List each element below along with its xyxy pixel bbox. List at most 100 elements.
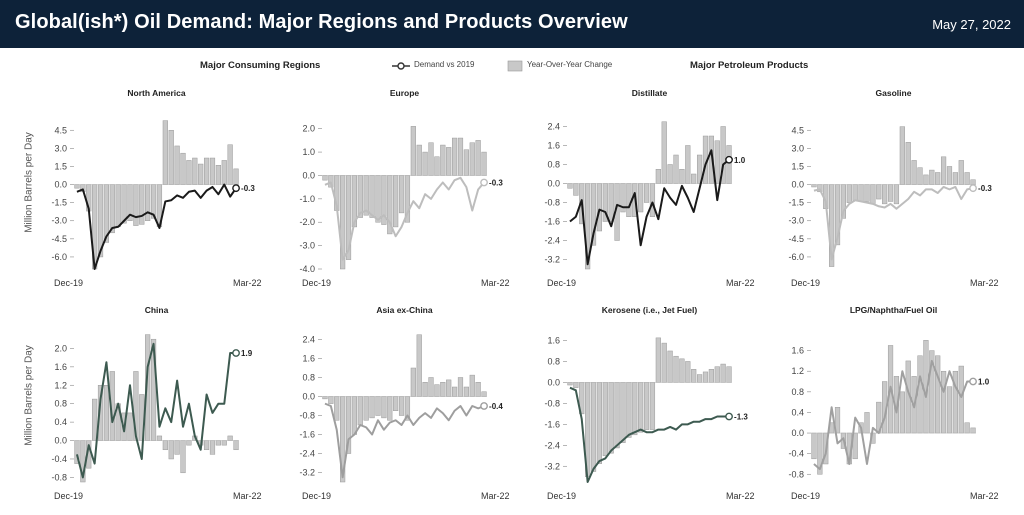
bar xyxy=(410,367,416,397)
bar xyxy=(952,172,958,185)
bar xyxy=(643,183,650,203)
y-tick-label: -4.5 xyxy=(51,234,67,244)
bar xyxy=(649,382,656,430)
bar xyxy=(92,398,98,441)
bar xyxy=(708,369,714,383)
bar xyxy=(655,169,661,184)
y-tick-label: -3.0 xyxy=(299,241,315,251)
bar xyxy=(334,396,340,421)
bar xyxy=(457,137,464,176)
x-start-label: Dec-19 xyxy=(547,491,576,501)
bar xyxy=(620,382,626,443)
bar xyxy=(661,121,667,184)
bar xyxy=(882,184,888,205)
demand-line xyxy=(76,183,237,270)
bar xyxy=(434,156,440,176)
y-tick-label: -6.0 xyxy=(788,252,804,262)
bar xyxy=(858,184,864,202)
y-tick-label: -3.2 xyxy=(544,255,560,265)
bar xyxy=(685,361,691,383)
bar xyxy=(481,391,487,397)
bar xyxy=(626,183,632,217)
end-value-label: 1.9 xyxy=(241,349,253,358)
x-end-label: Mar-22 xyxy=(233,278,262,288)
bar xyxy=(186,160,192,185)
bar xyxy=(233,440,239,451)
demand-line xyxy=(569,149,730,266)
y-tick-label: -3.2 xyxy=(544,461,560,471)
bar xyxy=(667,164,673,184)
y-tick-label: 1.2 xyxy=(791,366,804,376)
bar xyxy=(410,126,416,176)
end-marker xyxy=(725,412,733,421)
y-tick-label: 0.0 xyxy=(302,392,315,402)
y-tick-label: 0.0 xyxy=(547,179,560,189)
demand-line xyxy=(324,176,485,261)
bar xyxy=(970,427,976,434)
bar xyxy=(192,157,198,185)
bar xyxy=(946,386,953,434)
end-value-label: -0.3 xyxy=(489,178,503,187)
y-tick-label: -0.8 xyxy=(544,398,560,408)
panel-1: Europe 2.0 1.0 0.0 -1.0 -2.0 -3.0 -4.0 -0.3 Dec-1… xyxy=(299,88,509,288)
y-tick-label: 3.0 xyxy=(791,143,804,153)
bar xyxy=(322,175,328,181)
end-marker xyxy=(232,184,240,193)
y-tick-label: -4.0 xyxy=(299,264,315,274)
bar xyxy=(917,355,923,434)
bar xyxy=(726,145,732,184)
bar xyxy=(649,183,656,217)
bar xyxy=(958,365,964,434)
bar xyxy=(369,396,375,419)
bar xyxy=(322,396,328,400)
bar xyxy=(714,140,720,184)
bar xyxy=(422,382,428,397)
bar xyxy=(567,183,573,189)
bar xyxy=(811,432,817,460)
bar xyxy=(168,130,174,185)
panel-title: Kerosene (i.e., Jet Fuel) xyxy=(602,305,698,315)
y-tick-label: 0.8 xyxy=(547,160,560,170)
y-tick-label: 0.0 xyxy=(547,377,560,387)
y-tick-label: 1.2 xyxy=(54,380,67,390)
bar xyxy=(357,396,363,426)
bar xyxy=(203,440,210,451)
bar xyxy=(215,440,221,446)
bar xyxy=(121,184,127,224)
end-value-label: -0.3 xyxy=(978,184,992,193)
bar xyxy=(899,126,905,185)
subtitle-products: Major Petroleum Products xyxy=(690,60,809,71)
bar xyxy=(655,337,661,383)
y-tick-label: 0.0 xyxy=(302,170,315,180)
bar xyxy=(186,440,192,446)
bar xyxy=(917,167,923,185)
bar xyxy=(375,396,381,416)
end-value-label: 1.0 xyxy=(978,378,990,387)
x-end-label: Mar-22 xyxy=(233,491,262,501)
bar xyxy=(811,184,817,188)
bar xyxy=(174,145,180,185)
x-start-label: Dec-19 xyxy=(791,278,820,288)
end-value-label: -0.3 xyxy=(241,184,255,193)
bar xyxy=(469,142,475,176)
y-tick-label: 0.8 xyxy=(54,399,67,409)
y-tick-label: 0.0 xyxy=(54,436,67,446)
y-tick-label: -2.4 xyxy=(299,449,315,459)
bar xyxy=(685,145,691,184)
bar xyxy=(899,391,905,434)
y-tick-label: 0.4 xyxy=(791,407,804,417)
y-tick-label: 4.5 xyxy=(54,125,67,135)
bar xyxy=(162,440,168,451)
bar xyxy=(451,386,458,397)
panel-2: Distillate 2.4 1.6 0.8 0.0 -0.8 -1.6 -2.4 -3.2 1.… xyxy=(544,88,754,288)
y-tick-label: -1.5 xyxy=(51,198,67,208)
end-value-label: -1.3 xyxy=(734,412,748,421)
bar xyxy=(198,163,204,185)
bar xyxy=(428,377,434,397)
bar xyxy=(714,366,720,383)
x-start-label: Dec-19 xyxy=(302,278,331,288)
legend-label-yoy: Year-Over-Year Change xyxy=(527,60,613,69)
panel-title: Distillate xyxy=(632,88,668,98)
bar xyxy=(469,374,475,397)
bar xyxy=(864,412,870,434)
